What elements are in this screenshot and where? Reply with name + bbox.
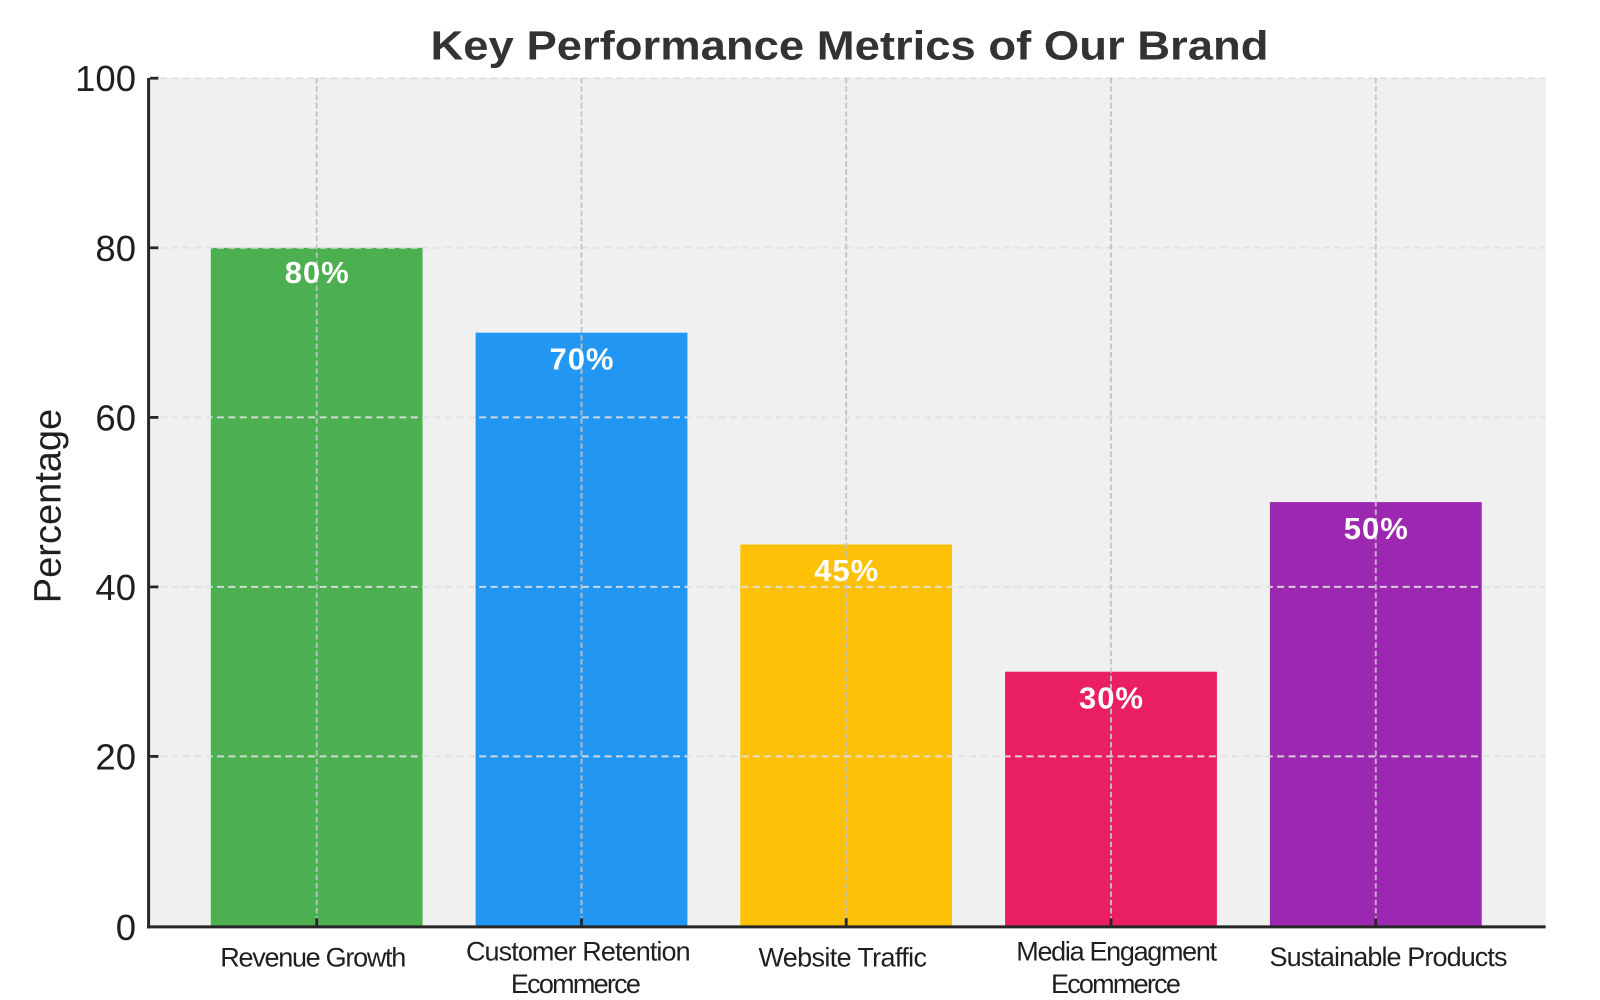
svg-text:30%: 30%: [1079, 681, 1143, 716]
svg-text:Media Engagment: Media Engagment: [1016, 936, 1217, 966]
svg-text:80: 80: [95, 228, 136, 269]
svg-text:100: 100: [75, 58, 136, 99]
svg-text:Percentage: Percentage: [28, 409, 70, 603]
svg-text:Revenue Growth: Revenue Growth: [220, 943, 406, 973]
svg-text:50%: 50%: [1344, 511, 1408, 546]
svg-text:40: 40: [95, 567, 136, 608]
svg-text:Customer Retention: Customer Retention: [466, 936, 691, 966]
svg-text:0: 0: [116, 907, 136, 948]
svg-text:Website Traffic: Website Traffic: [758, 943, 927, 973]
svg-text:Ecommerce: Ecommerce: [1051, 969, 1181, 999]
svg-text:60: 60: [95, 397, 136, 438]
svg-text:Sustainable Products: Sustainable Products: [1270, 942, 1508, 972]
svg-text:20: 20: [95, 736, 136, 777]
svg-text:70%: 70%: [550, 341, 614, 376]
svg-text:Key Performance Metrics of Our: Key Performance Metrics of Our Brand: [431, 22, 1269, 68]
svg-text:80%: 80%: [285, 255, 349, 290]
svg-text:Ecommerce: Ecommerce: [511, 969, 641, 999]
svg-text:45%: 45%: [814, 553, 878, 588]
